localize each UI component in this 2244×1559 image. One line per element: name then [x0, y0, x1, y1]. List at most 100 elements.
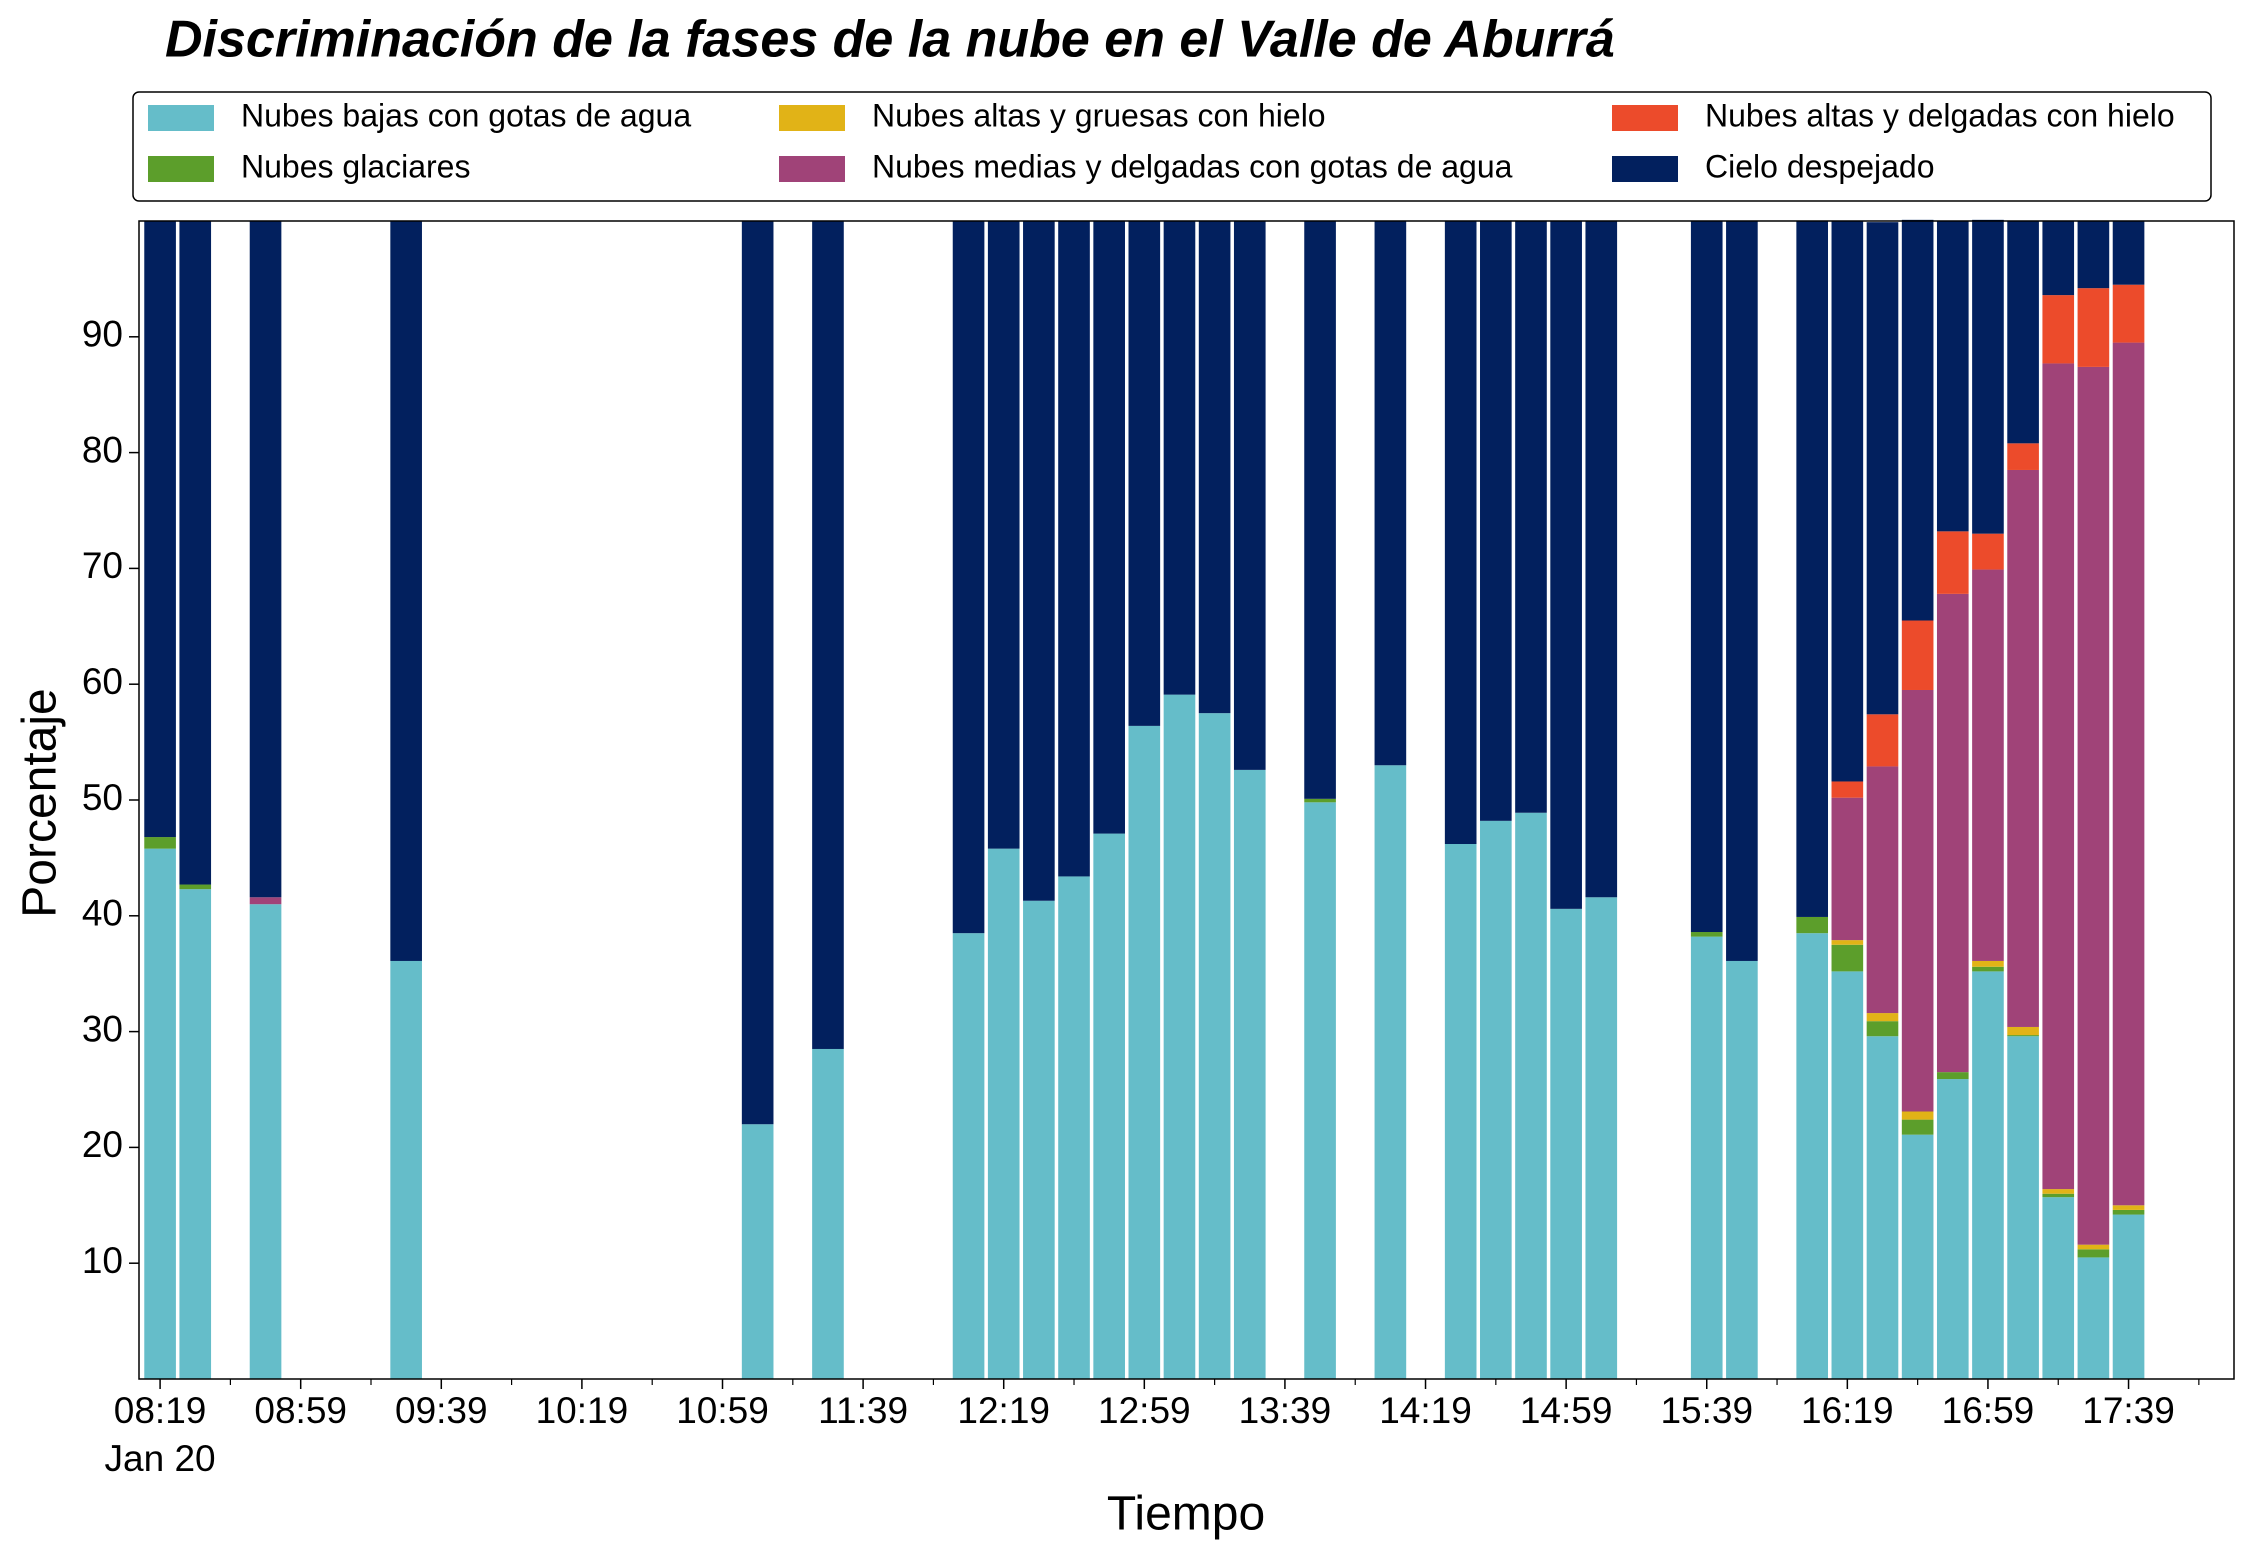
bar-segment	[249, 897, 282, 905]
bar-segment	[2007, 1035, 2039, 1037]
bar-segment	[1936, 1072, 1969, 1080]
bar-segment	[1093, 221, 1125, 834]
bar-segment	[2042, 1197, 2075, 1379]
bar-segment	[2042, 1189, 2075, 1194]
bar-segment	[2077, 366, 2110, 1245]
bar-segment	[1972, 971, 2004, 1379]
bar-segment	[1726, 221, 1758, 961]
bar-segment	[812, 221, 844, 1049]
bar-segment	[1198, 221, 1231, 714]
bar-segment	[1444, 221, 1477, 845]
bar-segment	[1936, 1079, 1969, 1379]
legend-label: Nubes bajas con gotas de agua	[241, 97, 691, 133]
bar-segment	[812, 1048, 844, 1379]
y-tick-label: 10	[82, 1240, 123, 1281]
legend-label: Nubes altas y gruesas con hielo	[872, 97, 1326, 133]
bar-segment	[1972, 219, 2004, 534]
bar-segment	[2077, 1249, 2110, 1258]
bar-segment	[1831, 971, 1864, 1379]
bar-segment	[2112, 1205, 2145, 1210]
x-tick-label: 08:59	[254, 1390, 347, 1431]
bar-segment	[1901, 219, 1934, 621]
bar-segment	[2112, 1214, 2145, 1379]
bar-segment	[2077, 221, 2110, 289]
bar-segment	[1831, 797, 1864, 941]
plot-frame	[138, 220, 2235, 1380]
x-tick-sublabel: Jan 20	[105, 1438, 216, 1479]
bar-segment	[1480, 820, 1512, 1379]
x-tick-label: 14:59	[1520, 1390, 1613, 1431]
legend-swatch	[1612, 105, 1678, 131]
legend-label: Nubes medias y delgadas con gotas de agu…	[872, 148, 1513, 184]
bar-segment	[2007, 1026, 2039, 1036]
x-tick-label: 10:19	[536, 1390, 629, 1431]
legend-box	[132, 91, 2212, 202]
bar-segment	[1972, 960, 2004, 967]
bar-segment	[1796, 933, 1829, 1379]
bar-segment	[1233, 221, 1266, 770]
x-tick-label: 16:59	[1942, 1390, 2035, 1431]
bar-segment	[2007, 1036, 2039, 1379]
bar-segment	[1796, 916, 1829, 934]
x-tick-label: 12:19	[957, 1390, 1050, 1431]
bar-segment	[1163, 694, 1196, 1379]
bar-segment	[1831, 940, 1864, 945]
bar-segment	[2042, 363, 2075, 1190]
bar-segment	[1901, 1111, 1934, 1120]
bar-segment	[1198, 713, 1231, 1379]
chart-title: Discriminación de la fases de la nube en…	[165, 11, 1615, 69]
bar-segment	[1585, 897, 1618, 1379]
bar-segment	[1444, 844, 1477, 1379]
bar-segment	[249, 904, 282, 1379]
bar-segment	[1058, 876, 1090, 1379]
bar-segment	[1304, 802, 1336, 1379]
bar-segment	[1058, 221, 1090, 877]
bar-segment	[1831, 944, 1864, 972]
bar-segment	[1831, 221, 1864, 782]
bar-segment	[144, 837, 176, 849]
bar-segment	[390, 960, 422, 1379]
legend-label: Nubes altas y delgadas con hielo	[1705, 97, 2175, 133]
bar-segment	[2007, 469, 2039, 1027]
bar-segment	[179, 889, 212, 1379]
bar-segment	[1093, 833, 1125, 1379]
bar-segment	[1690, 932, 1723, 937]
bar-segment	[1304, 798, 1336, 803]
bar-segment	[249, 221, 282, 898]
bar-segment	[1128, 725, 1161, 1379]
bar-segment	[1972, 569, 2004, 961]
legend-swatch	[1612, 156, 1678, 182]
bar-segment	[179, 221, 212, 885]
bar-segment	[952, 221, 985, 934]
x-tick-label: 10:59	[676, 1390, 769, 1431]
bar-segment	[1023, 900, 1055, 1379]
bar-segment	[1936, 593, 1969, 1073]
bar-segment	[1304, 221, 1336, 799]
bar-segment	[1866, 1021, 1899, 1037]
legend-swatch	[148, 156, 214, 182]
y-axis-label: Porcentaje	[14, 688, 67, 917]
bar-segment	[1901, 689, 1934, 1112]
bar-segment	[2077, 1244, 2110, 1250]
bar-segment	[1233, 769, 1266, 1379]
bar-segment	[1936, 531, 1969, 594]
x-tick-label: 12:59	[1098, 1390, 1191, 1431]
bar-segment	[1936, 221, 1969, 532]
bar-segment	[1515, 221, 1547, 813]
bar-segment	[1163, 221, 1196, 695]
x-tick-label: 13:39	[1239, 1390, 1332, 1431]
bar-segment	[987, 848, 1020, 1379]
bar-segment	[2007, 443, 2039, 470]
y-tick-label: 90	[82, 314, 123, 355]
bar-segment	[1550, 908, 1582, 1379]
legend-swatch	[148, 105, 214, 131]
bar-segment	[1796, 221, 1829, 917]
y-tick-label: 60	[82, 661, 123, 702]
bar-segment	[390, 221, 422, 961]
bar-segment	[952, 933, 985, 1379]
bar-segment	[1831, 781, 1864, 798]
bar-segment	[1515, 812, 1547, 1379]
legend-swatch	[779, 105, 845, 131]
x-tick-label: 15:39	[1660, 1390, 1753, 1431]
